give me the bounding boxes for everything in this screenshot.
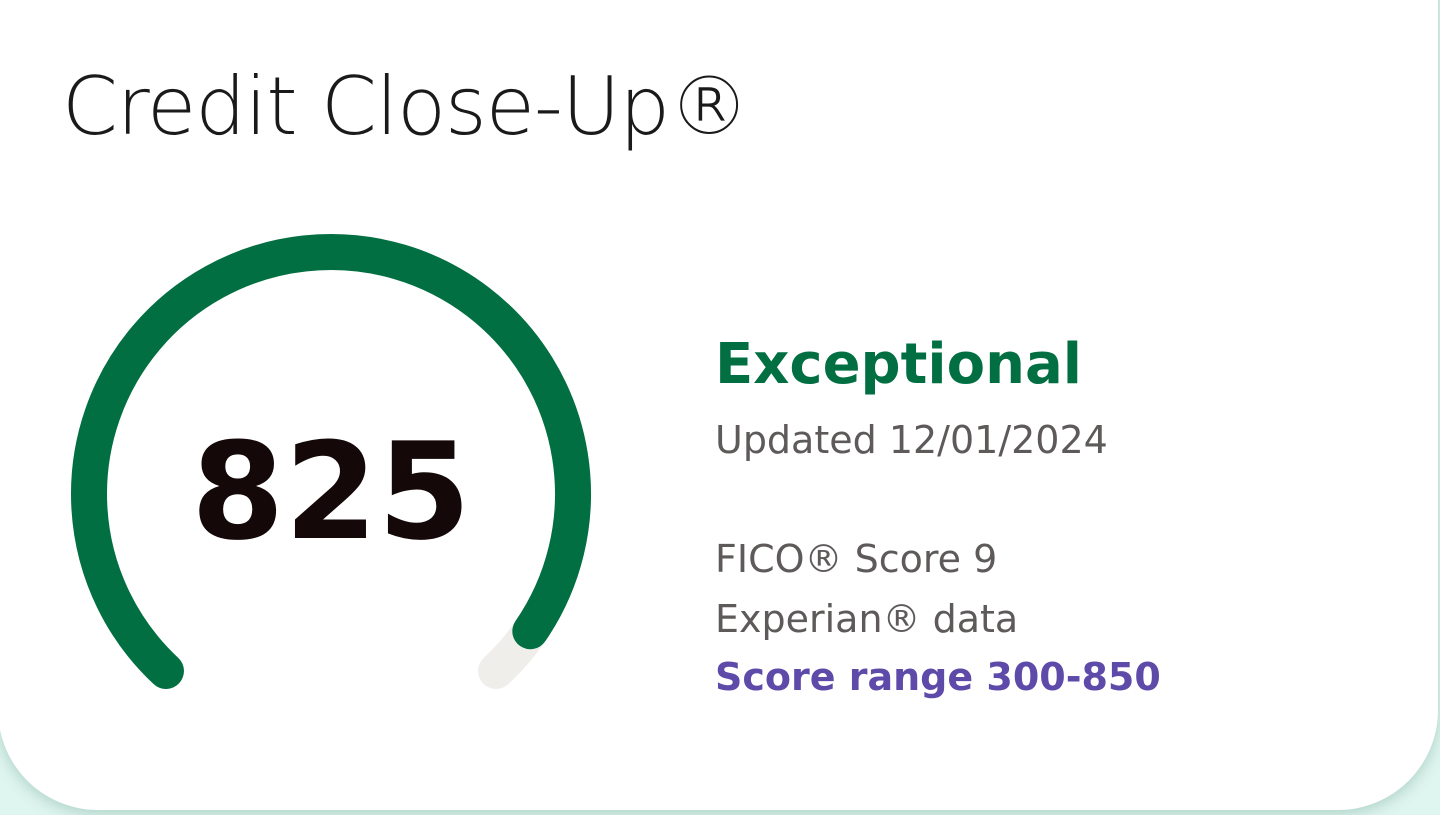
score-range-link[interactable]: Score range 300-850 <box>715 655 1161 699</box>
score-rating: Exceptional <box>715 332 1082 397</box>
credit-score-value: 825 <box>191 414 471 570</box>
card-title: Credit Close-Up® <box>62 60 749 153</box>
updated-date: Updated 12/01/2024 <box>715 418 1108 462</box>
score-model: FICO® Score 9 <box>715 537 998 581</box>
score-bureau: Experian® data <box>715 597 1019 641</box>
score-gauge <box>71 234 591 689</box>
gauge-fill <box>71 234 591 689</box>
